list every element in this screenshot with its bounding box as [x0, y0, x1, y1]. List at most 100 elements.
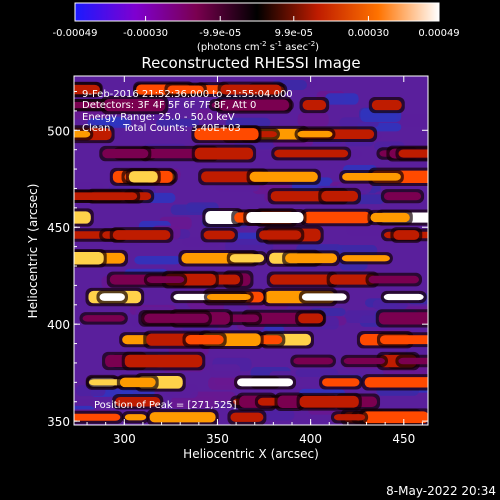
x-tick-label: 350 [206, 432, 229, 446]
heatmap-cell [218, 99, 290, 111]
heatmap-cell [74, 399, 106, 408]
heatmap-cell [102, 148, 149, 159]
heatmap-cell [206, 294, 251, 301]
colorbar-tick-label: -9.9e-05 [199, 28, 241, 39]
heatmap-cell [74, 211, 91, 224]
colorbar-tick-label: -0.00049 [53, 28, 98, 39]
heatmap-cell [124, 354, 203, 368]
heatmap-cell [378, 312, 428, 325]
heatmap-cell [74, 413, 121, 421]
colorbar [74, 2, 440, 22]
heatmap-cell [364, 377, 428, 388]
annotation-energy-range: Energy Range: 25.0 - 50.0 keV [82, 112, 235, 123]
heatmap-cell [341, 255, 390, 262]
y-axis-label: Heliocentric Y (arcsec) [26, 184, 40, 319]
heatmap-cell [295, 368, 339, 378]
heatmap-cell [301, 293, 347, 301]
heatmap-cell [74, 192, 138, 201]
x-tick-label: 450 [392, 432, 415, 446]
heatmap-cell [297, 130, 333, 138]
heatmap-cell [383, 293, 424, 301]
heatmap-cell [302, 100, 327, 111]
heatmap-cell [370, 212, 410, 223]
heatmap-cell [194, 147, 254, 160]
heatmap-cell [74, 84, 100, 95]
colorbar-tick-label: -0.00030 [123, 28, 168, 39]
heatmap-cell [119, 377, 156, 388]
heatmap-cell [115, 396, 161, 407]
y-tick-label: 500 [47, 124, 70, 138]
heatmap-cell [343, 357, 386, 365]
heatmap-cell [269, 274, 336, 285]
colorbar-tick-label: 0.00030 [348, 28, 389, 39]
colorbar-units: (photons cm-2 s-1 asec-2) [197, 40, 319, 53]
y-tick-label: 400 [47, 318, 70, 332]
heatmap-cell [112, 230, 171, 240]
axis-ticks: 300 350 400 450 350 400 450 500 [47, 76, 428, 446]
annotation-counts: Clean Total Counts: 3.40E+03 [82, 123, 241, 134]
heatmap-cell [329, 274, 377, 285]
heatmap-cell [383, 192, 422, 201]
heatmap-cell [297, 112, 329, 127]
heatmap-cell [128, 171, 158, 183]
x-axis-label: Heliocentric X (arcsec) [183, 447, 319, 461]
heatmap-cell [210, 364, 241, 378]
heatmap-cell [170, 396, 218, 409]
heatmap-cell [156, 118, 200, 127]
heatmap-cell [74, 252, 104, 265]
heatmap-cell [134, 256, 181, 265]
footer-timestamp: 8-May-2022 20:34 [386, 484, 496, 498]
heatmap-cell [393, 230, 420, 240]
heatmap-cell [82, 315, 125, 322]
heatmap-cell [185, 335, 224, 345]
heatmap-cell [322, 378, 360, 387]
heatmap-cell [277, 395, 302, 408]
heatmap-cell [124, 414, 147, 421]
heatmap-cell [368, 275, 420, 284]
heatmap-cell [208, 377, 238, 390]
heatmap-cell [220, 84, 282, 95]
heatmap-cell [146, 276, 185, 283]
heatmap-cell [237, 378, 294, 387]
annotation-block: 9-Feb-2016 21:52:36.000 to 21:55:04.000 … [82, 89, 293, 411]
heatmap-cell [225, 117, 271, 128]
heatmap-cell [167, 85, 204, 94]
heatmap-cell [400, 114, 428, 127]
heatmap-cell [122, 335, 150, 345]
heatmap-cell [321, 190, 359, 202]
heatmap-cell [285, 253, 338, 264]
heatmap-cell [225, 314, 259, 323]
annotation-time-range: 9-Feb-2016 21:52:36.000 to 21:55:04.000 [82, 89, 293, 100]
heatmap-cell [203, 230, 235, 240]
heatmap-cell [274, 149, 349, 158]
heatmap-cell [74, 130, 91, 138]
heatmap-cell [249, 171, 318, 182]
heatmap-cell [149, 412, 216, 423]
heatmap-cell [379, 335, 428, 345]
heatmap-cell [398, 357, 428, 365]
annotation-detectors: Detectors: 3F 4F 5F 6F 7F 8F, Att 0 [82, 100, 256, 111]
colorbar-ticks: -0.00049 -0.00030 -9.9e-05 9.9e-05 0.00030 0.… [53, 16, 460, 39]
colorbar-tick-label: 9.9e-05 [275, 28, 313, 39]
colorbar-tick-label: 0.00049 [418, 28, 459, 39]
heatmap-cell [303, 211, 371, 224]
heatmap-cell [344, 310, 379, 324]
y-tick-label: 350 [47, 415, 70, 429]
heatmap-cell [246, 212, 304, 224]
annotation-peak-position: Position of Peak = [271,525] [94, 400, 237, 411]
heatmap-cell [299, 395, 359, 408]
heatmap-cell [398, 149, 428, 158]
plot-frame [73, 75, 429, 426]
heatmap-cell [333, 414, 366, 421]
heatmap-cell [170, 204, 208, 216]
heatmap-cell [362, 411, 428, 424]
x-tick-label: 300 [113, 432, 136, 446]
heatmap-cell [371, 99, 402, 111]
heatmap-cell [259, 230, 302, 240]
chart-title: Reconstructed RHESSI Image [141, 54, 360, 72]
heatmap-image [74, 76, 428, 425]
heatmap-cell [230, 412, 264, 422]
heatmap-cell [293, 357, 333, 365]
y-tick-label: 450 [47, 221, 70, 235]
